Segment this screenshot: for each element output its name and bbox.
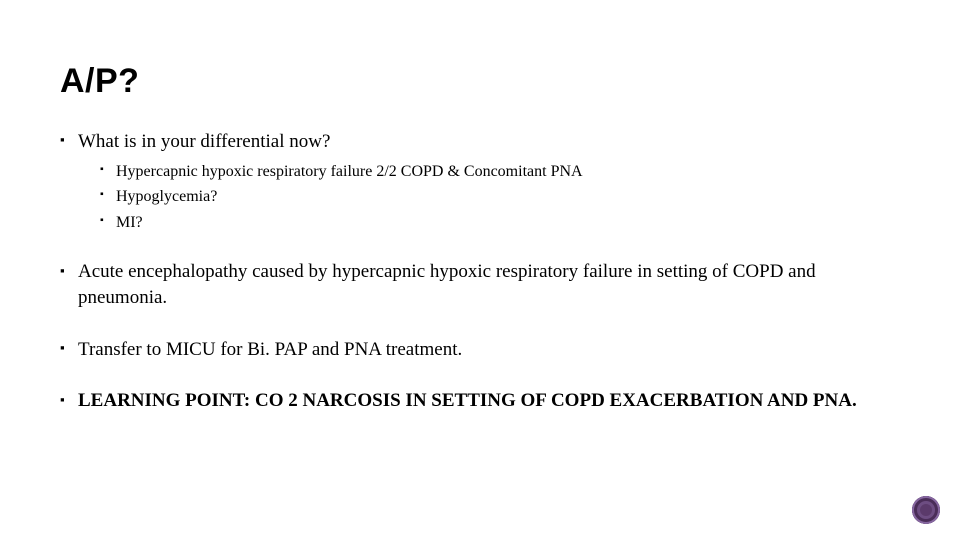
- sub-bullet-item: Hypercapnic hypoxic respiratory failure …: [100, 161, 900, 183]
- sub-bullet-item: Hypoglycemia?: [100, 186, 900, 208]
- slide-title: A/P?: [60, 62, 900, 101]
- bullet-list: What is in your differential now? Hyperc…: [60, 129, 900, 414]
- corner-ornament-icon: [912, 496, 940, 524]
- bullet-item: What is in your differential now? Hyperc…: [60, 129, 900, 233]
- bullet-item: Acute encephalopathy caused by hypercapn…: [60, 259, 900, 310]
- sub-bullet-text: Hypoglycemia?: [116, 188, 217, 205]
- bullet-text: Acute encephalopathy caused by hypercapn…: [78, 261, 816, 308]
- bullet-text: LEARNING POINT: CO 2 NARCOSIS IN SETTING…: [78, 390, 857, 411]
- sub-bullet-item: MI?: [100, 212, 900, 234]
- bullet-text: What is in your differential now?: [78, 131, 330, 152]
- bullet-text: Transfer to MICU for Bi. PAP and PNA tre…: [78, 339, 462, 360]
- slide: A/P? What is in your differential now? H…: [0, 0, 960, 540]
- sub-bullet-list: Hypercapnic hypoxic respiratory failure …: [100, 161, 900, 234]
- bullet-item: Transfer to MICU for Bi. PAP and PNA tre…: [60, 337, 900, 363]
- sub-bullet-text: MI?: [116, 214, 143, 231]
- sub-bullet-text: Hypercapnic hypoxic respiratory failure …: [116, 163, 583, 180]
- bullet-item: LEARNING POINT: CO 2 NARCOSIS IN SETTING…: [60, 388, 900, 414]
